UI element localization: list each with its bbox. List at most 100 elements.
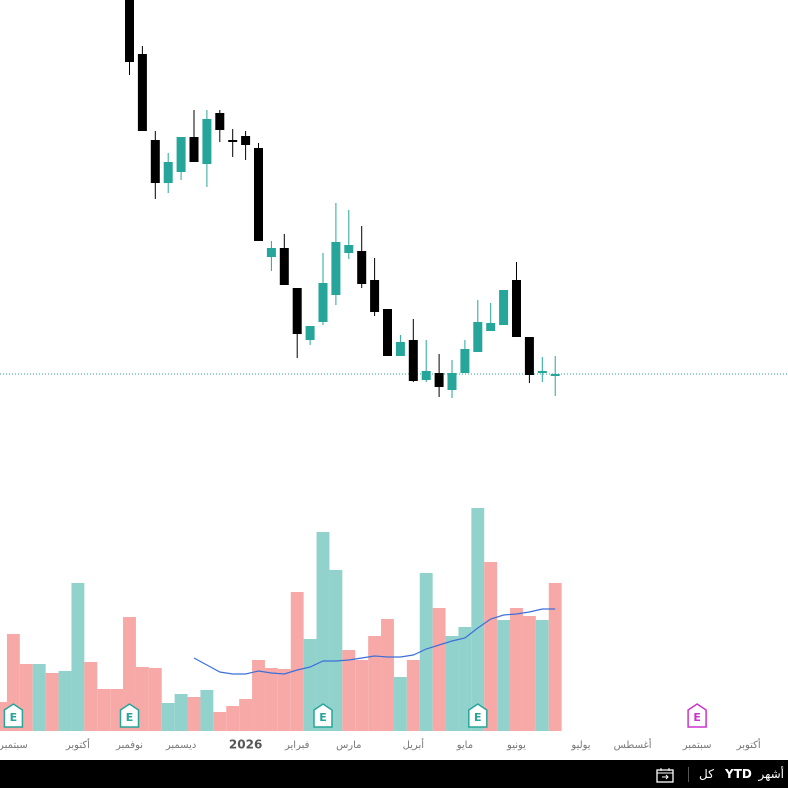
candle-body [537, 371, 547, 373]
event-marker [3, 703, 24, 728]
event-label: E [474, 711, 482, 724]
volume-bar [290, 592, 304, 731]
x-tick-label: أبريل [403, 738, 425, 751]
candle-body [408, 340, 418, 381]
candle-body [331, 242, 341, 295]
x-tick-label: أغسطس [614, 738, 652, 751]
candle-body [137, 54, 147, 131]
x-tick-label: يوليو [570, 740, 590, 751]
candle-body [512, 280, 521, 337]
candle-body [202, 119, 212, 164]
volume-bar [264, 668, 278, 731]
volume-bar [303, 639, 317, 731]
candle-body [163, 162, 173, 183]
candle-body [421, 371, 431, 380]
volume-bar [71, 583, 85, 731]
volume-bar [406, 660, 420, 731]
volume-bar [32, 664, 46, 731]
candle-body [550, 374, 560, 376]
ytd-button[interactable]: YTD [725, 767, 752, 781]
candle-body [370, 280, 380, 312]
volume-bar [148, 668, 162, 731]
event-label: E [10, 711, 18, 724]
candle-body [266, 248, 276, 257]
volume-bar [342, 650, 356, 731]
candle-body [344, 245, 354, 253]
volume-bar [58, 671, 72, 731]
volume-bar [535, 620, 549, 731]
volume-bar [316, 532, 330, 731]
volume-bar [187, 697, 201, 731]
volume-bar [97, 689, 111, 731]
candle-body [460, 349, 470, 373]
candle-body [292, 288, 302, 334]
volume-bar [432, 608, 446, 731]
candle-body [189, 137, 199, 162]
candle-body [279, 248, 289, 285]
candle-body [150, 140, 160, 183]
volume-bar [484, 562, 498, 731]
volume-bar [123, 617, 136, 731]
x-tick-label: مايو [456, 740, 473, 751]
toolbar: أشهر YTD كل [0, 760, 788, 788]
separator [688, 767, 689, 782]
volume-bar [226, 706, 240, 731]
x-tick-label: ديسمبر [165, 740, 196, 751]
volume-bar [458, 627, 472, 731]
candle-body [176, 137, 186, 172]
volume-bar [368, 636, 382, 731]
volume-bar [497, 620, 511, 731]
volume-bar [252, 660, 265, 731]
volume-bar [510, 608, 523, 731]
x-tick-label: مارس [336, 740, 361, 751]
volume-bar [445, 636, 459, 731]
all-button[interactable]: كل [699, 767, 714, 781]
candle-body [499, 290, 509, 325]
x-tick-label: أكتوبر [65, 738, 90, 751]
candle-body [215, 113, 225, 130]
months-button[interactable]: أشهر [758, 767, 784, 781]
candle-body [357, 251, 367, 284]
candle-body [228, 140, 238, 142]
volume-bar [200, 690, 214, 731]
candle-body [241, 136, 251, 145]
volume-bar [381, 619, 394, 731]
candle-body [305, 326, 315, 340]
volume-bar [393, 677, 407, 731]
candle-body [395, 342, 405, 356]
event-marker [313, 703, 333, 728]
event-label: E [126, 711, 134, 724]
date-range-button[interactable] [656, 767, 676, 783]
event-marker [119, 703, 140, 728]
volume-bar [548, 583, 562, 731]
x-tick-label: نوفمبر [115, 740, 143, 751]
chart: E E E E E سبتمبر أكتوبر نوفمبر ديسمبر 2026 فبراير م… [0, 0, 788, 752]
volume-bar [471, 508, 485, 731]
candle-body [486, 323, 496, 331]
volume-bar [355, 660, 369, 731]
event-marker [687, 703, 707, 728]
x-tick-label: سبتمبر [682, 740, 712, 751]
event-marker [468, 703, 488, 728]
x-tick-label: 2026 [229, 738, 262, 752]
volume-bar [329, 570, 343, 731]
volume-bar [161, 703, 175, 731]
candle-body [383, 309, 392, 356]
volume-bar [522, 616, 536, 731]
candle-body [318, 283, 328, 322]
volume-bar [45, 673, 59, 731]
x-tick-label: أكتوبر [736, 738, 761, 751]
event-label: E [319, 711, 327, 724]
candle-body [524, 337, 534, 375]
candle-body [254, 148, 263, 241]
volume-bar [419, 573, 433, 731]
volume-bar [0, 702, 7, 731]
volume-bar [277, 669, 291, 731]
candle-body [473, 322, 483, 352]
volume-ma-line [193, 608, 556, 675]
candle-body [125, 0, 134, 62]
volume-bar [213, 712, 227, 731]
event-label: E [693, 711, 701, 724]
x-tick-label: يونيو [506, 740, 526, 751]
